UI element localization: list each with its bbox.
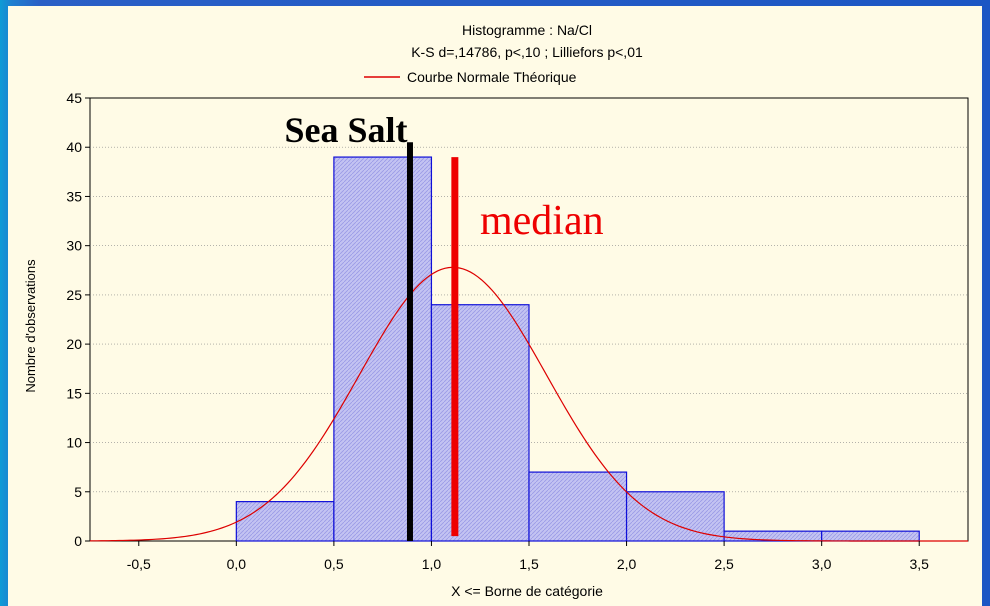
histogram-bar [821,530,920,542]
median-label: median [480,198,604,244]
y-tick-label: 0 [74,533,82,549]
chart-panel: Histogramme : Na/Cl K-S d=,14786, p<,10 … [8,6,982,606]
x-tick-label: 2,5 [714,556,734,572]
x-tick-label: 3,5 [909,556,929,572]
x-tick-label: 3,0 [812,556,832,572]
y-tick-label: 20 [66,336,82,352]
x-tick-label: 1,5 [519,556,539,572]
x-tick-label: 0,0 [227,556,247,572]
x-axis-label: X <= Borne de catégorie [451,583,603,599]
histogram-bars [235,156,920,542]
y-axis-label: Nombre d'observations [23,259,38,393]
y-tick-label: 5 [74,484,82,500]
y-tick-label: 35 [66,188,82,204]
axis-ticks: 0 5 10 15 20 25 30 35 40 45 -0,5 0,0 0,5 1,0 1,5 2,0 2,5… [66,90,929,572]
sea-salt-label: Sea Salt [284,110,407,150]
x-tick-label: 2,0 [617,556,637,572]
histogram-bar [430,304,530,542]
x-tick-label: 1,0 [422,556,442,572]
normal-curve [89,266,968,542]
normal-curve-line [89,266,968,542]
histogram-bar [528,471,628,542]
y-tick-label: 30 [66,238,82,254]
chart-subtitle: K-S d=,14786, p<,10 ; Lilliefors p<,01 [411,44,643,60]
y-tick-label: 10 [66,435,82,451]
x-tick-label: 0,5 [324,556,344,572]
histogram-bar [235,501,335,542]
y-tick-label: 40 [66,139,82,155]
y-tick-label: 45 [66,90,82,106]
y-tick-label: 25 [66,287,82,303]
histogram-bar [333,156,433,542]
histogram-bar [625,491,725,542]
annotations: Sea Salt median [284,110,604,541]
histogram-chart: Histogramme : Na/Cl K-S d=,14786, p<,10 … [23,22,969,599]
histogram-bar [723,530,823,542]
chart-title: Histogramme : Na/Cl [462,22,592,38]
x-tick-label: -0,5 [127,556,151,572]
y-tick-label: 15 [66,385,82,401]
legend-label: Courbe Normale Théorique [407,69,577,85]
